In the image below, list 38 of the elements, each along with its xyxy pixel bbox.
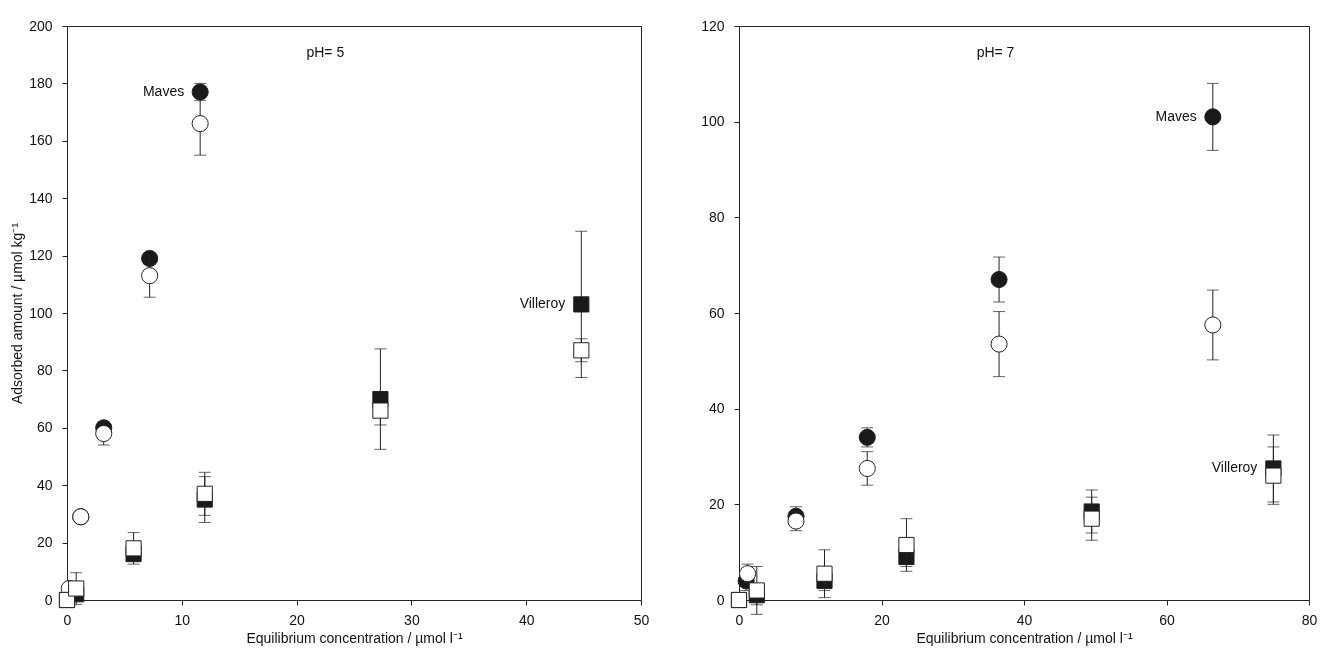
x-axis-title: Equilibrium concentration / µmol l⁻¹	[916, 629, 1133, 646]
y-tick-label: 0	[44, 591, 53, 608]
x-tick-label: 10	[174, 611, 191, 628]
y-tick-label: 100	[701, 113, 725, 130]
y-tick-label: 120	[701, 17, 725, 34]
y-tick-label: 120	[29, 247, 53, 264]
y-tick-label: 20	[36, 534, 53, 551]
y-axis-title: Adsorbed amount / µmol kg⁻¹	[9, 222, 26, 405]
y-tick-label: 0	[716, 591, 725, 608]
y-tick-label: 200	[29, 17, 53, 34]
x-tick-label: 60	[1159, 611, 1175, 628]
y-tick-label: 160	[29, 132, 53, 149]
y-tick-label: 180	[29, 74, 53, 91]
x-tick-label: 40	[1016, 611, 1033, 628]
annotation: pH= 7	[976, 44, 1015, 60]
series-label: Villeroy	[1211, 459, 1258, 476]
y-tick-label: 100	[29, 304, 53, 321]
x-tick-label: 20	[289, 611, 306, 628]
series-label: Maves	[1155, 107, 1197, 124]
x-axis-title: Equilibrium concentration / µmol l⁻¹	[246, 629, 463, 646]
x-tick-label: 0	[63, 611, 72, 628]
y-tick-label: 80	[36, 361, 53, 378]
y-tick-label: 60	[708, 304, 725, 321]
y-tick-label: 40	[708, 400, 725, 417]
y-tick-label: 60	[36, 419, 53, 436]
x-tick-label: 0	[735, 611, 744, 628]
series-label: Villeroy	[519, 295, 566, 312]
y-tick-label: 40	[36, 476, 53, 493]
x-tick-label: 80	[1301, 611, 1318, 628]
y-tick-label: 20	[708, 495, 725, 512]
x-tick-label: 40	[518, 611, 535, 628]
x-tick-label: 30	[404, 611, 420, 628]
x-tick-label: 20	[874, 611, 890, 628]
y-tick-label: 80	[708, 208, 725, 225]
annotation: pH= 5	[306, 44, 345, 60]
x-tick-label: 50	[633, 611, 650, 628]
y-tick-label: 140	[29, 189, 53, 206]
series-label: Maves	[142, 83, 185, 100]
